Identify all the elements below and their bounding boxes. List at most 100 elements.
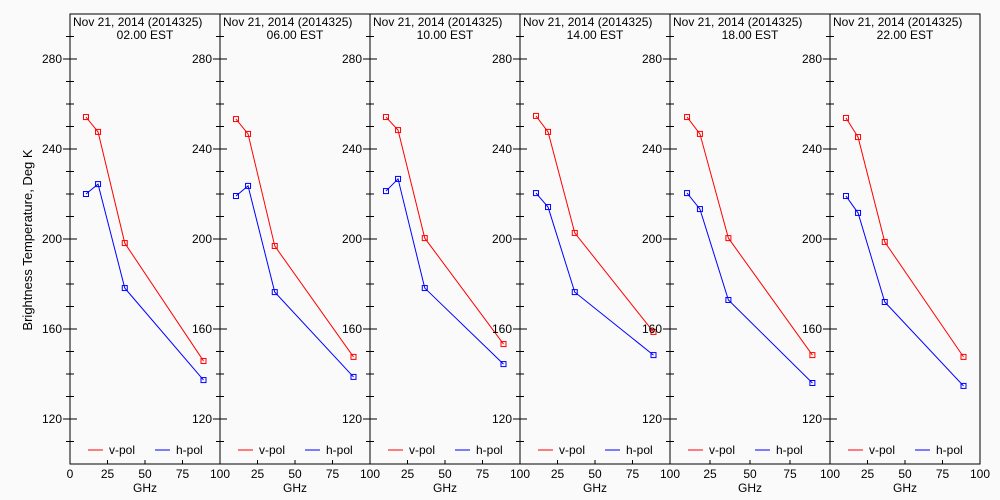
plot-frame [69,13,221,465]
v-pol-line [235,118,354,358]
x-tick-label: 50 [743,467,757,481]
h-pol-point [855,209,862,216]
panel-subtitle: 06.00 EST [267,28,324,42]
y-tick-label: 240 [342,142,362,156]
panel-2: 120 160 200 240 280 25 50 75 100 GHz Nov 21, 2014 … [192,13,380,495]
y-tick-label: 160 [342,322,362,336]
plot-frame [669,13,831,465]
panel-subtitle: 18.00 EST [722,28,779,42]
v-pol-point [121,240,128,247]
h-pol-point [245,182,252,189]
x-axis-label: GHz [433,481,457,495]
plot-frame [519,13,671,465]
v-pol-point [960,353,967,360]
x-tick-label: 75 [783,467,797,481]
h-pol-point [532,190,539,197]
h-pol-point [95,181,102,188]
legend-label-v-pol: v-pol [259,443,285,457]
legend-label-v-pol: v-pol [409,443,435,457]
panel-4: 120 160 200 240 280 25 50 75 100 GHz Nov 21, 2014 … [492,13,680,495]
h-pol-line [235,185,354,378]
h-pol-point [960,382,967,389]
x-tick-label: 50 [898,467,912,481]
y-tick-label: 240 [802,142,822,156]
panel-6: 120 160 200 240 280 25 50 75 100 GHz Nov 21, 2014 … [802,13,990,495]
v-pol-line [385,116,504,345]
panel-subtitle: 02.00 EST [117,28,174,42]
y-tick-label: 120 [192,412,212,426]
legend-label-v-pol: v-pol [559,443,585,457]
h-pol-point [725,296,732,303]
y-tick-label: 160 [802,322,822,336]
h-pol-point [500,361,507,368]
x-tick-label: 100 [660,467,680,481]
y-tick-label: 160 [642,322,662,336]
legend-label-h-pol: h-pol [326,443,353,457]
v-pol-point [696,130,703,137]
v-pol-line [686,116,813,356]
plot-frame [369,13,521,465]
panel-5: 120 160 200 240 280 25 50 75 100 GHz Nov 21, 2014 … [642,13,840,495]
x-tick-label: 100 [970,467,990,481]
x-tick-label: 25 [703,467,717,481]
x-tick-label: 100 [210,467,230,481]
v-pol-point [571,229,578,236]
x-tick-label: 50 [438,467,452,481]
h-pol-point [684,190,691,197]
legend-label-h-pol: h-pol [776,443,803,457]
legend-label-h-pol: h-pol [626,443,653,457]
y-tick-label: 200 [42,232,62,246]
h-pol-point [232,193,239,200]
panel-subtitle: 22.00 EST [877,28,934,42]
v-pol-point [842,114,849,121]
h-pol-point [842,193,849,200]
x-tick-label: 25 [401,467,415,481]
panel-1: 120 160 200 240 280 0 25 50 75 100 GHz Nov 21, 2014… [42,13,230,495]
h-pol-point [650,352,657,359]
legend-label-h-pol: h-pol [476,443,503,457]
h-pol-point [421,285,428,292]
y-tick-label: 240 [42,142,62,156]
panel-subtitle: 10.00 EST [417,28,474,42]
x-axis-label: GHz [738,481,762,495]
y-axis-label: Brightness Temperature, Deg K [20,149,35,330]
x-axis-label: GHz [133,481,157,495]
legend-label-h-pol: h-pol [936,443,963,457]
x-tick-label: 75 [326,467,340,481]
h-pol-point [881,299,888,305]
x-tick-label: 75 [936,467,950,481]
y-tick-label: 200 [342,232,362,246]
v-pol-point [881,238,888,245]
panel-subtitle: 14.00 EST [567,28,624,42]
v-pol-point [382,114,389,121]
panel-title: Nov 21, 2014 (2014325) [373,15,502,29]
y-tick-label: 120 [642,412,662,426]
v-pol-point [232,116,239,123]
panel-title: Nov 21, 2014 (2014325) [73,15,202,29]
x-axis-label: GHz [583,481,607,495]
panel-title: Nov 21, 2014 (2014325) [223,15,352,29]
h-pol-point [200,377,207,384]
panel-title: Nov 21, 2014 (2014325) [523,15,652,29]
panels: 120 160 200 240 280 0 25 50 75 100 GHz Nov 21, 2014… [42,13,990,495]
h-pol-line [85,183,204,381]
v-pol-point [82,114,89,121]
h-pol-point [271,289,278,296]
plot-frame [219,13,371,465]
legend-label-h-pol: h-pol [176,443,203,457]
v-pol-point [271,242,278,249]
v-pol-point [650,328,657,335]
h-pol-point [82,191,89,197]
h-pol-line [385,177,504,365]
legend-label-v-pol: v-pol [109,443,135,457]
y-tick-label: 160 [492,322,512,336]
x-tick-label: 25 [551,467,565,481]
v-pol-point [725,235,732,242]
y-tick-label: 280 [192,52,212,66]
y-tick-label: 280 [642,52,662,66]
v-pol-point [421,235,428,242]
x-tick-label: 100 [360,467,380,481]
x-tick-label: 50 [588,467,602,481]
x-axis-label: GHz [893,481,917,495]
